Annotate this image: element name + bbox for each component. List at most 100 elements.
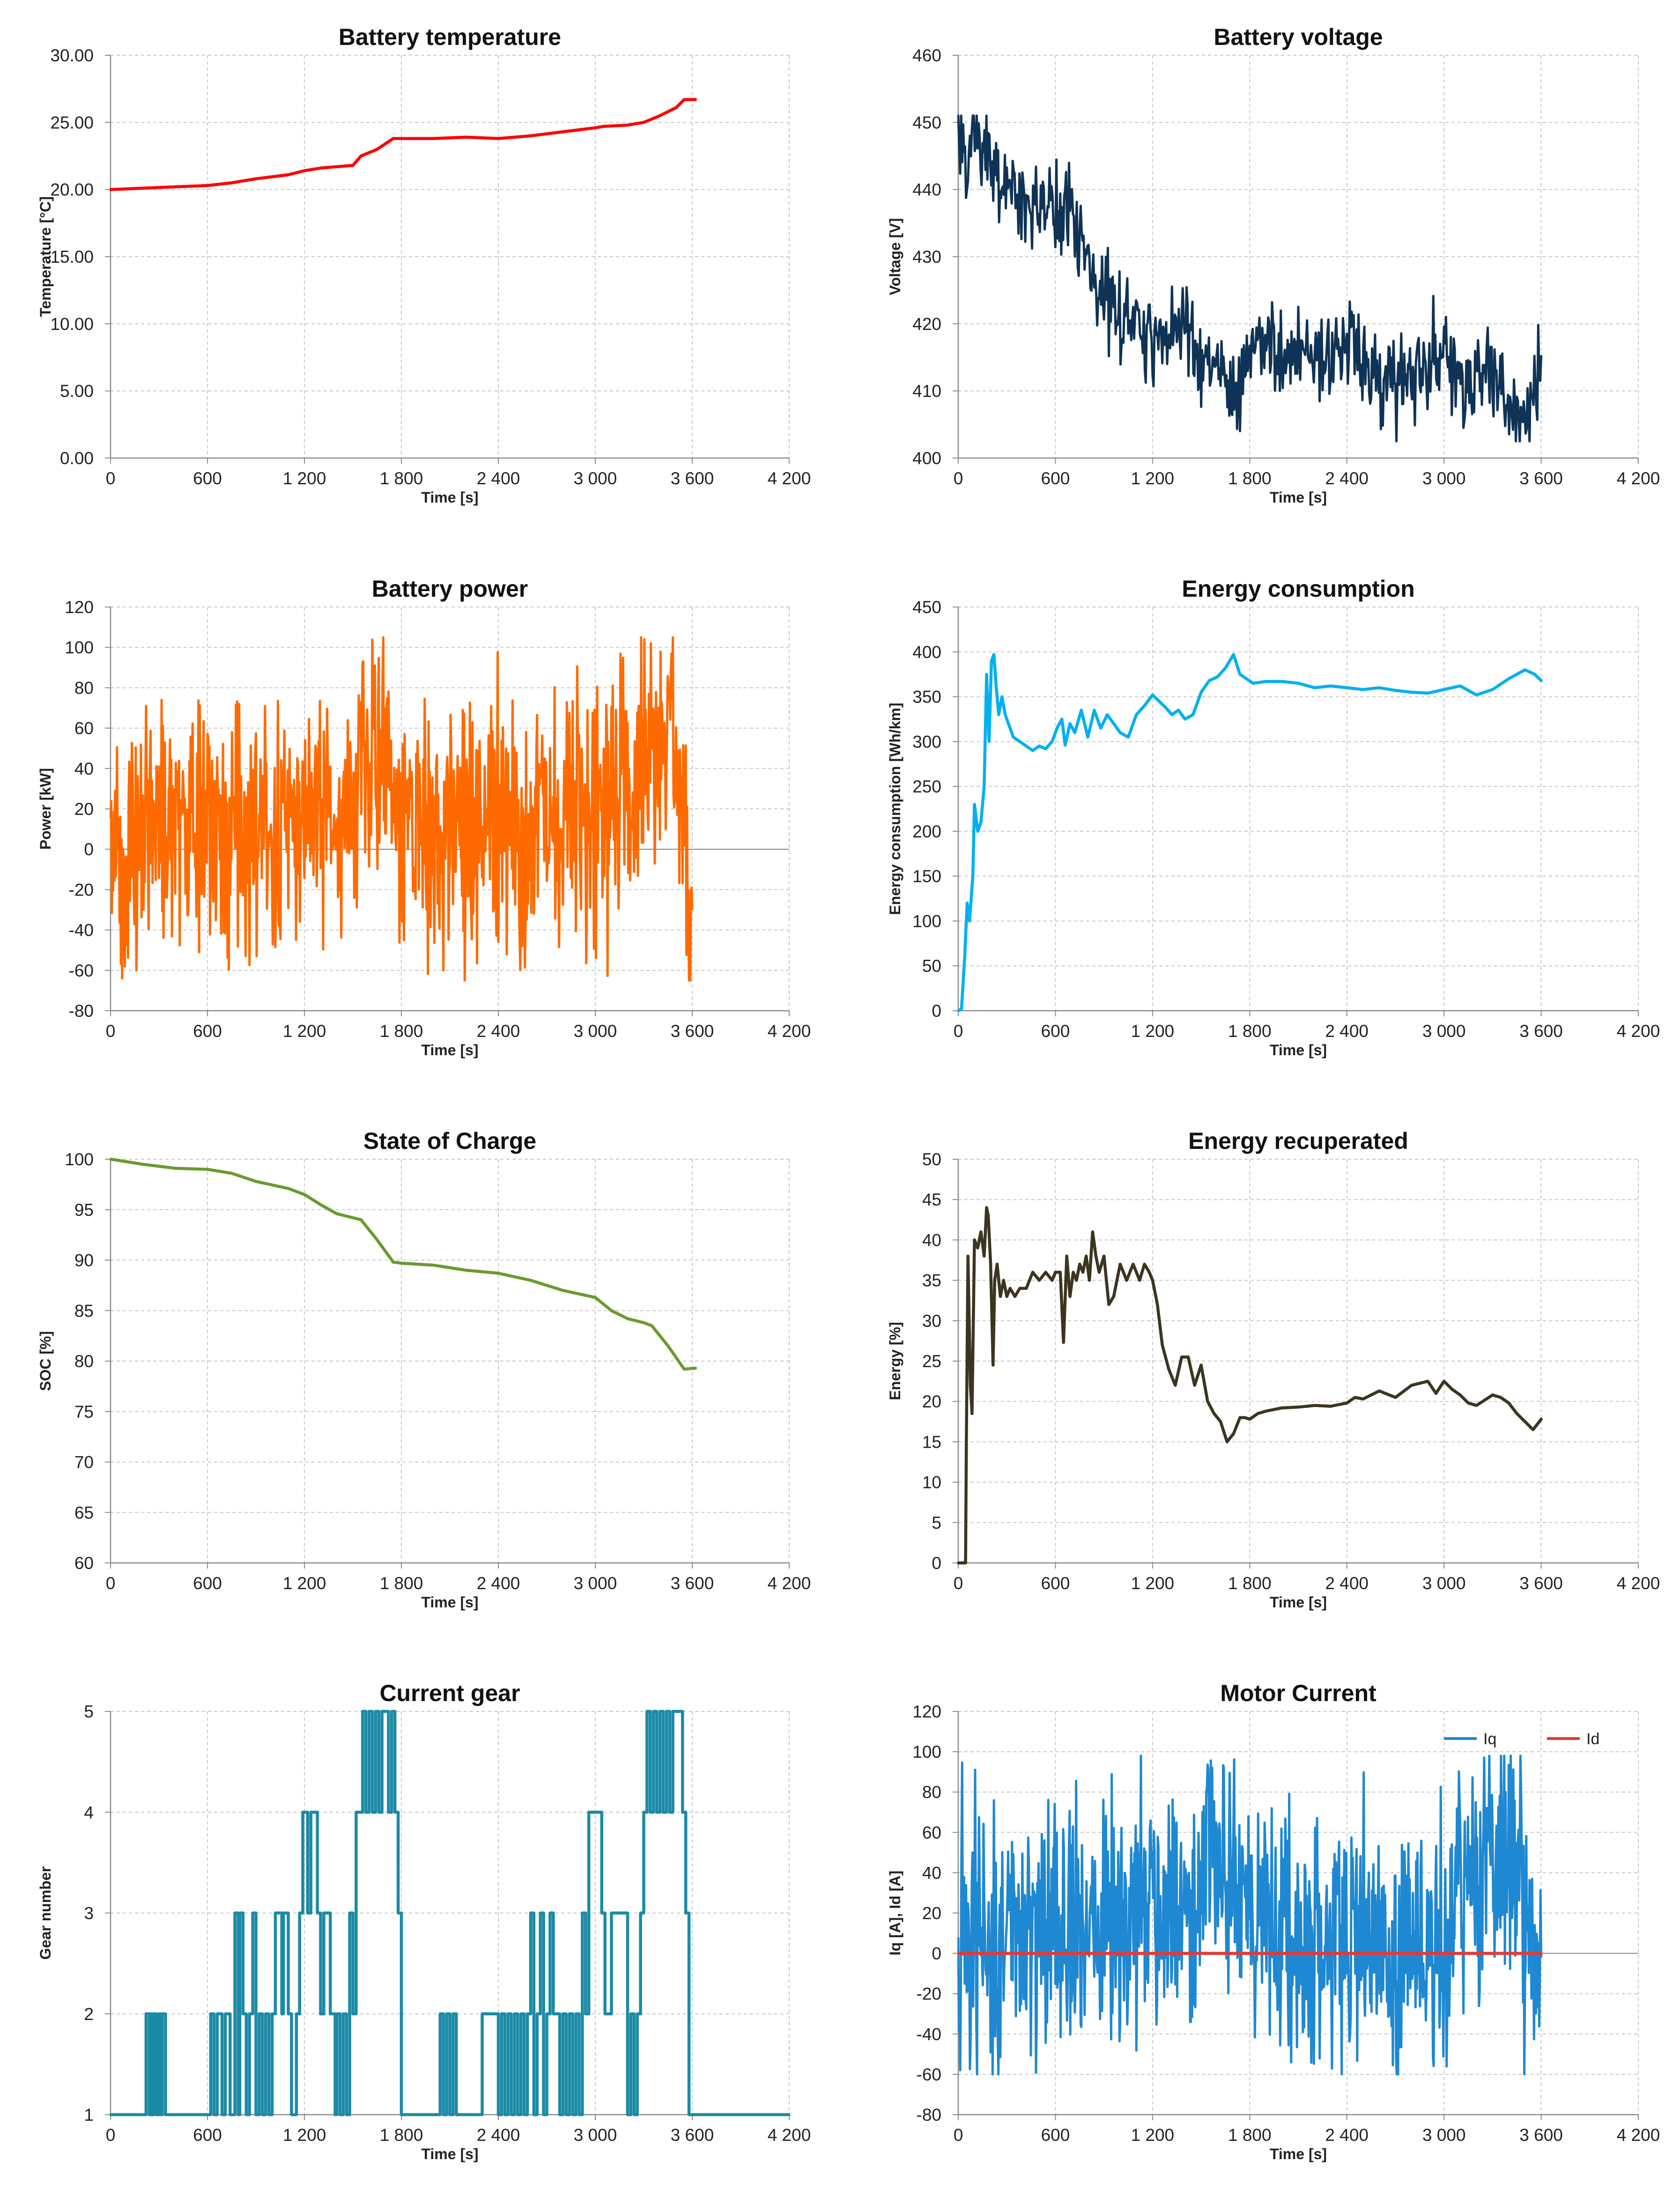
series-line bbox=[110, 98, 697, 191]
y-tick-label: 400 bbox=[912, 643, 941, 662]
y-tick-label: -80 bbox=[917, 2105, 941, 2124]
x-tick-label: 2 400 bbox=[477, 469, 520, 488]
x-tick-label: 4 200 bbox=[768, 1574, 811, 1593]
y-tick-label: -60 bbox=[917, 2065, 941, 2084]
y-tick-label: 15.00 bbox=[50, 247, 94, 266]
y-tick-label: 100 bbox=[912, 1742, 941, 1762]
x-tick-label: 1 800 bbox=[380, 2125, 423, 2145]
x-axis-label: Time [s] bbox=[1270, 1042, 1327, 1058]
y-tick-label: 95 bbox=[74, 1200, 94, 1220]
x-tick-label: 3 000 bbox=[1422, 1574, 1466, 1593]
y-tick-label: 460 bbox=[912, 46, 941, 65]
x-tick-label: 3 000 bbox=[574, 469, 617, 488]
x-tick-label: 3 000 bbox=[1422, 1021, 1466, 1041]
y-tick-label: 150 bbox=[912, 867, 941, 886]
y-tick-label: 4 bbox=[84, 1803, 94, 1822]
y-tick-label: 25.00 bbox=[50, 113, 94, 132]
y-tick-label: 75 bbox=[74, 1402, 94, 1421]
x-tick-label: 1 800 bbox=[380, 469, 423, 488]
x-tick-label: 3 000 bbox=[1422, 2125, 1466, 2145]
x-tick-label: 3 600 bbox=[1519, 1574, 1563, 1593]
y-tick-label: -80 bbox=[69, 1001, 94, 1021]
y-axis-label: Energy consumption [Wh/km] bbox=[887, 703, 903, 915]
x-axis-label: Time [s] bbox=[421, 2146, 478, 2162]
x-tick-label: 1 200 bbox=[1131, 2125, 1175, 2145]
x-tick-label: 4 200 bbox=[768, 469, 811, 488]
x-tick-label: 2 400 bbox=[477, 1021, 520, 1041]
y-tick-label: 120 bbox=[65, 598, 94, 617]
x-tick-label: 4 200 bbox=[1617, 469, 1660, 488]
chart-title: Current gear bbox=[379, 1680, 520, 1706]
y-tick-label: 40 bbox=[922, 1230, 941, 1250]
chart-legend: Iq Id bbox=[1444, 1730, 1599, 1748]
y-axis-label: Temperature [°C] bbox=[37, 196, 54, 317]
y-tick-label: 85 bbox=[74, 1301, 94, 1320]
x-tick-label: 0 bbox=[954, 2125, 963, 2145]
y-tick-label: 250 bbox=[912, 777, 941, 796]
y-tick-label: 65 bbox=[74, 1503, 94, 1522]
x-axis-label: Time [s] bbox=[1270, 489, 1327, 506]
chart-battery-voltage: Battery voltage 0 600 1 200 1 800 2 400 3 000 3… bbox=[887, 24, 1660, 506]
x-tick-label: 4 200 bbox=[1617, 1021, 1660, 1041]
x-tick-label: 600 bbox=[1041, 469, 1070, 488]
x-axis-label: Time [s] bbox=[421, 489, 478, 506]
y-tick-label: 50 bbox=[922, 956, 941, 976]
x-tick-label: 0 bbox=[954, 469, 963, 488]
x-tick-label: 1 800 bbox=[1228, 2125, 1272, 2145]
y-tick-label: -40 bbox=[917, 2025, 941, 2044]
x-tick-label: 1 800 bbox=[380, 1021, 423, 1041]
x-tick-label: 4 200 bbox=[768, 2125, 811, 2145]
chart-energy-consumption: Energy consumption 0 600 1 200 1 800 2 400 3 0… bbox=[887, 576, 1660, 1058]
chart-current-gear: Current gear 0 600 1 200 1 800 2 400 3 000 3 60… bbox=[37, 1680, 811, 2162]
y-axis-label: Energy [%] bbox=[887, 1322, 903, 1400]
chart-title: Motor Current bbox=[1220, 1680, 1377, 1706]
y-axis-label: Iq [A], Id [A] bbox=[887, 1871, 903, 1955]
y-tick-label: 45 bbox=[922, 1190, 941, 1209]
x-tick-label: 1 800 bbox=[1228, 1574, 1272, 1593]
x-tick-label: 600 bbox=[193, 1574, 222, 1593]
y-tick-label: 15 bbox=[922, 1432, 941, 1451]
y-axis-label: Power [kW] bbox=[37, 768, 54, 850]
legend-label-iq: Iq bbox=[1483, 1730, 1496, 1748]
x-tick-label: 2 400 bbox=[1325, 1021, 1369, 1041]
x-tick-label: 2 400 bbox=[477, 1574, 520, 1593]
chart-title: Battery temperature bbox=[339, 24, 561, 50]
series-line bbox=[957, 653, 1543, 1013]
y-axis-label: Voltage [V] bbox=[887, 218, 903, 296]
y-tick-label: 50 bbox=[922, 1150, 941, 1169]
series-line bbox=[110, 1710, 790, 2117]
x-tick-label: 1 200 bbox=[283, 1574, 326, 1593]
y-tick-label: 100 bbox=[912, 911, 941, 931]
y-tick-label: 100 bbox=[65, 638, 94, 657]
y-tick-label: 450 bbox=[912, 113, 941, 132]
x-axis-label: Time [s] bbox=[1270, 2146, 1327, 2162]
y-tick-label: 10 bbox=[922, 1473, 941, 1492]
y-tick-label: -60 bbox=[69, 961, 94, 980]
y-tick-label: 30 bbox=[922, 1311, 941, 1331]
y-tick-label: 60 bbox=[74, 1554, 94, 1573]
y-tick-label: 200 bbox=[912, 822, 941, 841]
y-tick-label: 450 bbox=[912, 598, 941, 617]
chart-title: State of Charge bbox=[363, 1128, 537, 1154]
chart-title: Energy consumption bbox=[1182, 576, 1414, 602]
x-tick-label: 3 600 bbox=[1519, 469, 1563, 488]
y-tick-label: 0 bbox=[932, 1944, 941, 1963]
y-tick-label: 0 bbox=[84, 840, 94, 859]
x-tick-label: 2 400 bbox=[1325, 469, 1369, 488]
x-tick-label: 2 400 bbox=[477, 2125, 520, 2145]
x-tick-label: 3 000 bbox=[1422, 469, 1466, 488]
x-tick-label: 0 bbox=[106, 1021, 116, 1041]
x-tick-label: 4 200 bbox=[1617, 2125, 1660, 2145]
x-tick-label: 0 bbox=[954, 1574, 963, 1593]
y-tick-label: 80 bbox=[922, 1783, 941, 1802]
y-tick-label: 410 bbox=[912, 382, 941, 401]
x-tick-label: 4 200 bbox=[1617, 1574, 1660, 1593]
x-tick-label: 1 200 bbox=[283, 469, 326, 488]
x-tick-label: 600 bbox=[193, 2125, 222, 2145]
y-tick-label: -20 bbox=[69, 880, 94, 899]
x-tick-label: 3 000 bbox=[574, 1574, 617, 1593]
chart-battery-temperature: Battery temperature 0 600 1 200 1 800 2 400 3 … bbox=[37, 24, 811, 506]
y-tick-label: 40 bbox=[922, 1863, 941, 1882]
x-tick-label: 3 600 bbox=[671, 469, 714, 488]
